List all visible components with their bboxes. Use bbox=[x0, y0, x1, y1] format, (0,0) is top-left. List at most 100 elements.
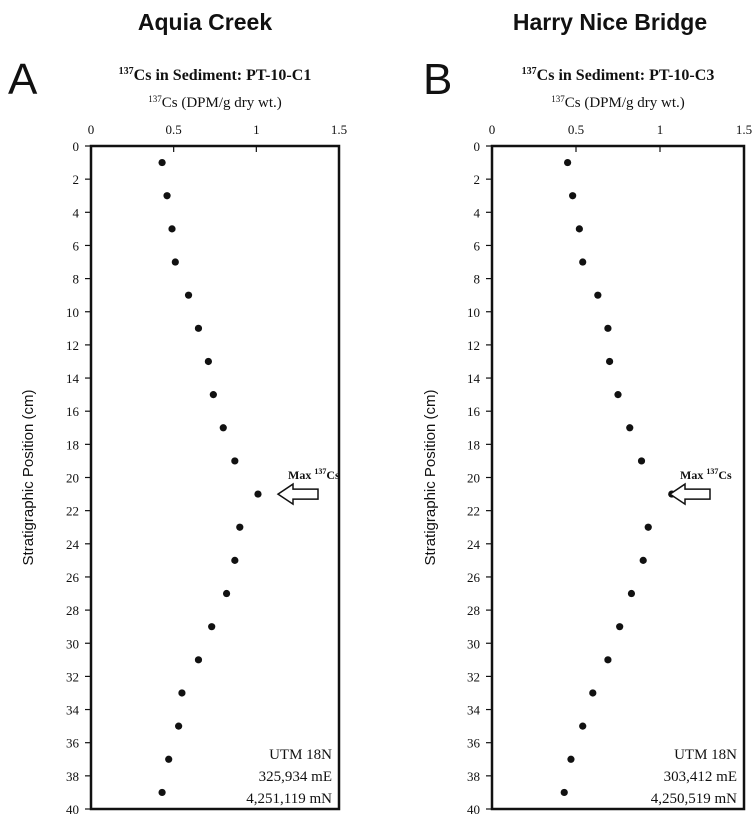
x-axis-label-superscript: 137 bbox=[148, 94, 162, 104]
y-tick-label: 32 bbox=[66, 669, 79, 684]
y-axis-label: Stratigraphic Position (cm) bbox=[422, 390, 439, 566]
data-point bbox=[567, 755, 575, 763]
y-tick-label: 26 bbox=[66, 570, 80, 585]
data-point bbox=[219, 424, 227, 432]
utm-line: UTM 18N bbox=[674, 747, 737, 763]
data-point bbox=[194, 324, 203, 332]
y-tick-label: 40 bbox=[467, 802, 480, 815]
y-tick-label: 16 bbox=[467, 404, 481, 419]
data-point bbox=[184, 291, 193, 299]
y-tick-label: 34 bbox=[467, 703, 481, 718]
x-tick-label: 0.5 bbox=[166, 122, 182, 137]
max-annotation-suffix: Cs bbox=[326, 468, 340, 482]
data-point bbox=[589, 689, 597, 697]
max-annotation-suffix: Cs bbox=[718, 468, 732, 482]
arrow-left-icon bbox=[668, 482, 711, 506]
y-tick-label: 14 bbox=[66, 371, 80, 386]
y-tick-label: 36 bbox=[467, 736, 481, 751]
y-tick-label: 0 bbox=[73, 139, 80, 154]
y-tick-label: 0 bbox=[474, 139, 481, 154]
data-point bbox=[639, 556, 647, 564]
x-tick-label: 1 bbox=[253, 122, 260, 137]
y-tick-label: 24 bbox=[66, 537, 80, 552]
site-title: Harry Nice Bridge bbox=[513, 9, 707, 35]
data-point bbox=[564, 158, 572, 167]
utm-line: 4,251,119 mN bbox=[246, 791, 332, 807]
data-point bbox=[569, 192, 577, 200]
y-tick-label: 8 bbox=[73, 272, 80, 287]
y-tick-label: 14 bbox=[467, 371, 481, 386]
x-tick-label: 1 bbox=[657, 122, 664, 137]
data-point bbox=[175, 722, 183, 730]
x-tick-label: 0 bbox=[489, 122, 496, 137]
site-title: Aquia Creek bbox=[138, 9, 272, 35]
y-tick-label: 10 bbox=[467, 305, 480, 320]
data-point bbox=[579, 722, 587, 730]
y-tick-label: 22 bbox=[467, 504, 480, 519]
data-point bbox=[560, 788, 568, 797]
x-tick-label: 0.5 bbox=[568, 122, 584, 137]
data-point bbox=[644, 523, 652, 531]
data-point bbox=[204, 357, 212, 366]
data-point bbox=[158, 158, 166, 167]
data-point bbox=[163, 192, 171, 200]
y-tick-label: 24 bbox=[467, 537, 481, 552]
y-tick-label: 4 bbox=[73, 205, 80, 220]
y-tick-label: 40 bbox=[66, 802, 79, 815]
y-tick-label: 38 bbox=[467, 769, 480, 784]
y-tick-label: 18 bbox=[467, 437, 480, 452]
y-tick-label: 28 bbox=[467, 603, 480, 618]
y-tick-label: 10 bbox=[66, 305, 79, 320]
y-tick-label: 12 bbox=[66, 338, 79, 353]
x-tick-label: 1.5 bbox=[736, 122, 752, 137]
utm-line: UTM 18N bbox=[269, 747, 332, 763]
data-point bbox=[194, 656, 203, 664]
utm-line: 303,412 mE bbox=[664, 769, 737, 785]
chart-title-superscript: 137 bbox=[522, 66, 537, 77]
chart-title-text: Cs in Sediment: PT-10-C3 bbox=[537, 67, 715, 84]
y-tick-label: 38 bbox=[66, 769, 79, 784]
x-tick-label: 0 bbox=[88, 122, 95, 137]
y-tick-label: 6 bbox=[73, 238, 80, 253]
data-point bbox=[168, 225, 176, 233]
data-point bbox=[575, 225, 583, 233]
data-point bbox=[579, 258, 587, 266]
data-point bbox=[637, 457, 646, 465]
y-tick-label: 6 bbox=[474, 238, 481, 253]
data-point bbox=[178, 689, 186, 697]
x-axis-label-superscript: 137 bbox=[551, 94, 565, 104]
y-tick-label: 16 bbox=[66, 404, 80, 419]
max-annotation: Max 137Cs bbox=[288, 467, 340, 482]
data-point bbox=[606, 357, 614, 366]
y-tick-label: 18 bbox=[66, 437, 79, 452]
data-point bbox=[627, 589, 636, 598]
max-annotation-superscript: 137 bbox=[314, 467, 326, 476]
panel-letter: A bbox=[8, 55, 38, 104]
data-point bbox=[209, 391, 217, 399]
x-tick-label: 1.5 bbox=[331, 122, 347, 137]
y-tick-label: 20 bbox=[467, 471, 480, 486]
x-axis-label-text: Cs (DPM/g dry wt.) bbox=[162, 95, 282, 111]
data-point bbox=[254, 490, 262, 498]
chart-title: 137Cs in Sediment: PT-10-C3 bbox=[522, 66, 715, 84]
y-tick-label: 34 bbox=[66, 703, 80, 718]
data-point bbox=[604, 656, 612, 664]
y-tick-label: 2 bbox=[73, 172, 80, 187]
chart-title-superscript: 137 bbox=[119, 66, 134, 77]
data-point bbox=[171, 258, 179, 266]
y-tick-label: 12 bbox=[467, 338, 480, 353]
data-point bbox=[231, 457, 239, 465]
y-tick-label: 30 bbox=[66, 636, 79, 651]
x-axis-label: 137Cs (DPM/g dry wt.) bbox=[148, 94, 282, 111]
y-axis-label: Stratigraphic Position (cm) bbox=[20, 390, 37, 566]
x-axis-label-text: Cs (DPM/g dry wt.) bbox=[565, 95, 685, 111]
max-annotation-text: Max bbox=[680, 468, 706, 482]
y-tick-label: 20 bbox=[66, 471, 79, 486]
data-point bbox=[158, 788, 166, 797]
data-point bbox=[604, 324, 612, 332]
y-tick-label: 36 bbox=[66, 736, 80, 751]
data-point bbox=[236, 523, 244, 531]
